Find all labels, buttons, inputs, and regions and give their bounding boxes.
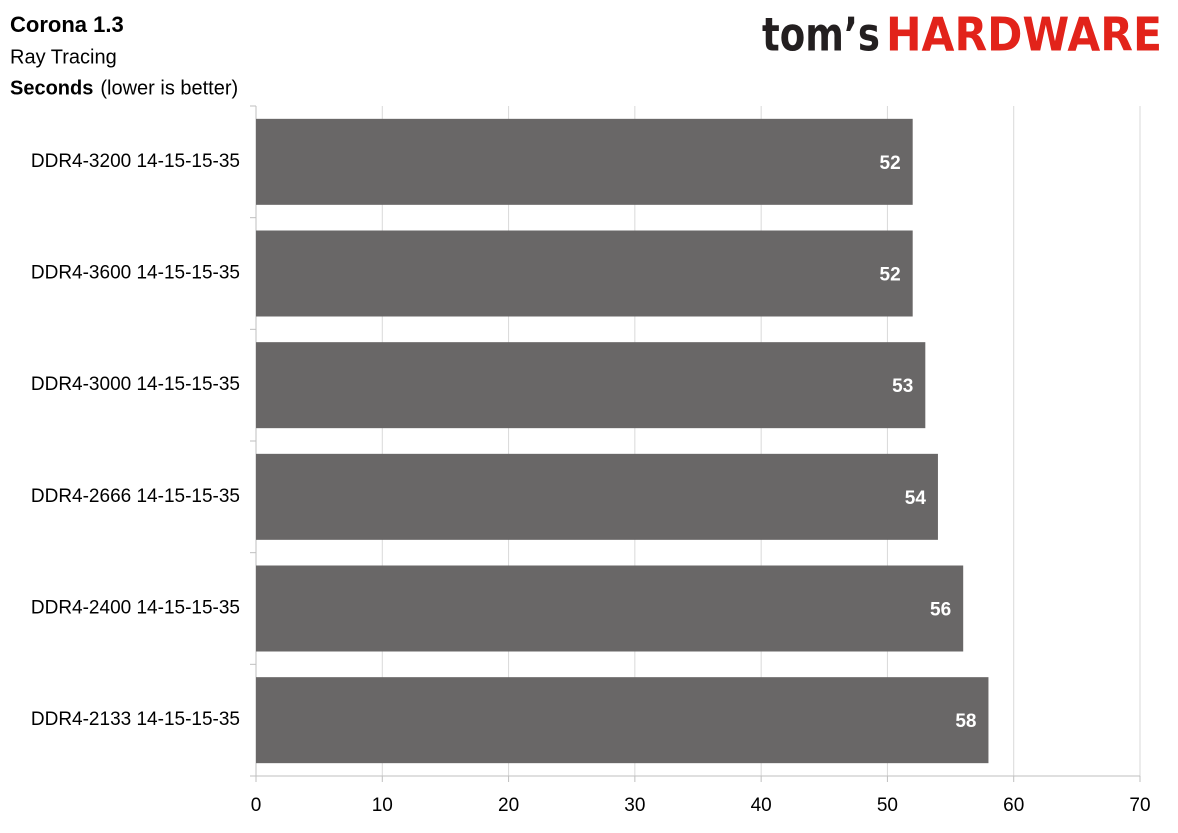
logo-prefix: tom’s — [762, 8, 880, 62]
bar — [256, 677, 989, 764]
x-tick-label: 20 — [498, 795, 519, 816]
x-tick-label: 70 — [1129, 795, 1150, 816]
value-label: 52 — [880, 265, 901, 286]
category-label: DDR4-3200 14-15-15-35 — [31, 151, 240, 172]
x-tick-label: 0 — [251, 795, 262, 816]
bar — [256, 118, 913, 205]
category-label: DDR4-3000 14-15-15-35 — [31, 374, 240, 395]
category-label: DDR4-2133 14-15-15-35 — [31, 709, 240, 730]
category-label: DDR4-2666 14-15-15-35 — [31, 486, 240, 507]
value-label: 58 — [955, 711, 976, 732]
axis-note: (lower is better) — [100, 77, 238, 99]
category-label: DDR4-3600 14-15-15-35 — [31, 263, 240, 284]
x-tick-label: 30 — [624, 795, 645, 816]
x-tick-label: 10 — [372, 795, 393, 816]
value-label: 54 — [905, 488, 927, 509]
chart-subtitle: Ray Tracing — [10, 46, 117, 68]
value-label: 53 — [892, 376, 913, 397]
category-label: DDR4-2400 14-15-15-35 — [31, 598, 240, 619]
x-tick-label: 50 — [877, 795, 898, 816]
x-tick-label: 40 — [751, 795, 772, 816]
value-label: 52 — [880, 153, 901, 174]
bar — [256, 453, 938, 540]
axis-label: Seconds — [10, 77, 93, 99]
bar — [256, 342, 926, 429]
chart-title: Corona 1.3 — [10, 12, 124, 37]
value-label: 56 — [930, 600, 951, 621]
bar — [256, 230, 913, 317]
bar — [256, 565, 964, 652]
x-tick-label: 60 — [1003, 795, 1024, 816]
logo-brand: HARDWARE — [886, 8, 1162, 62]
